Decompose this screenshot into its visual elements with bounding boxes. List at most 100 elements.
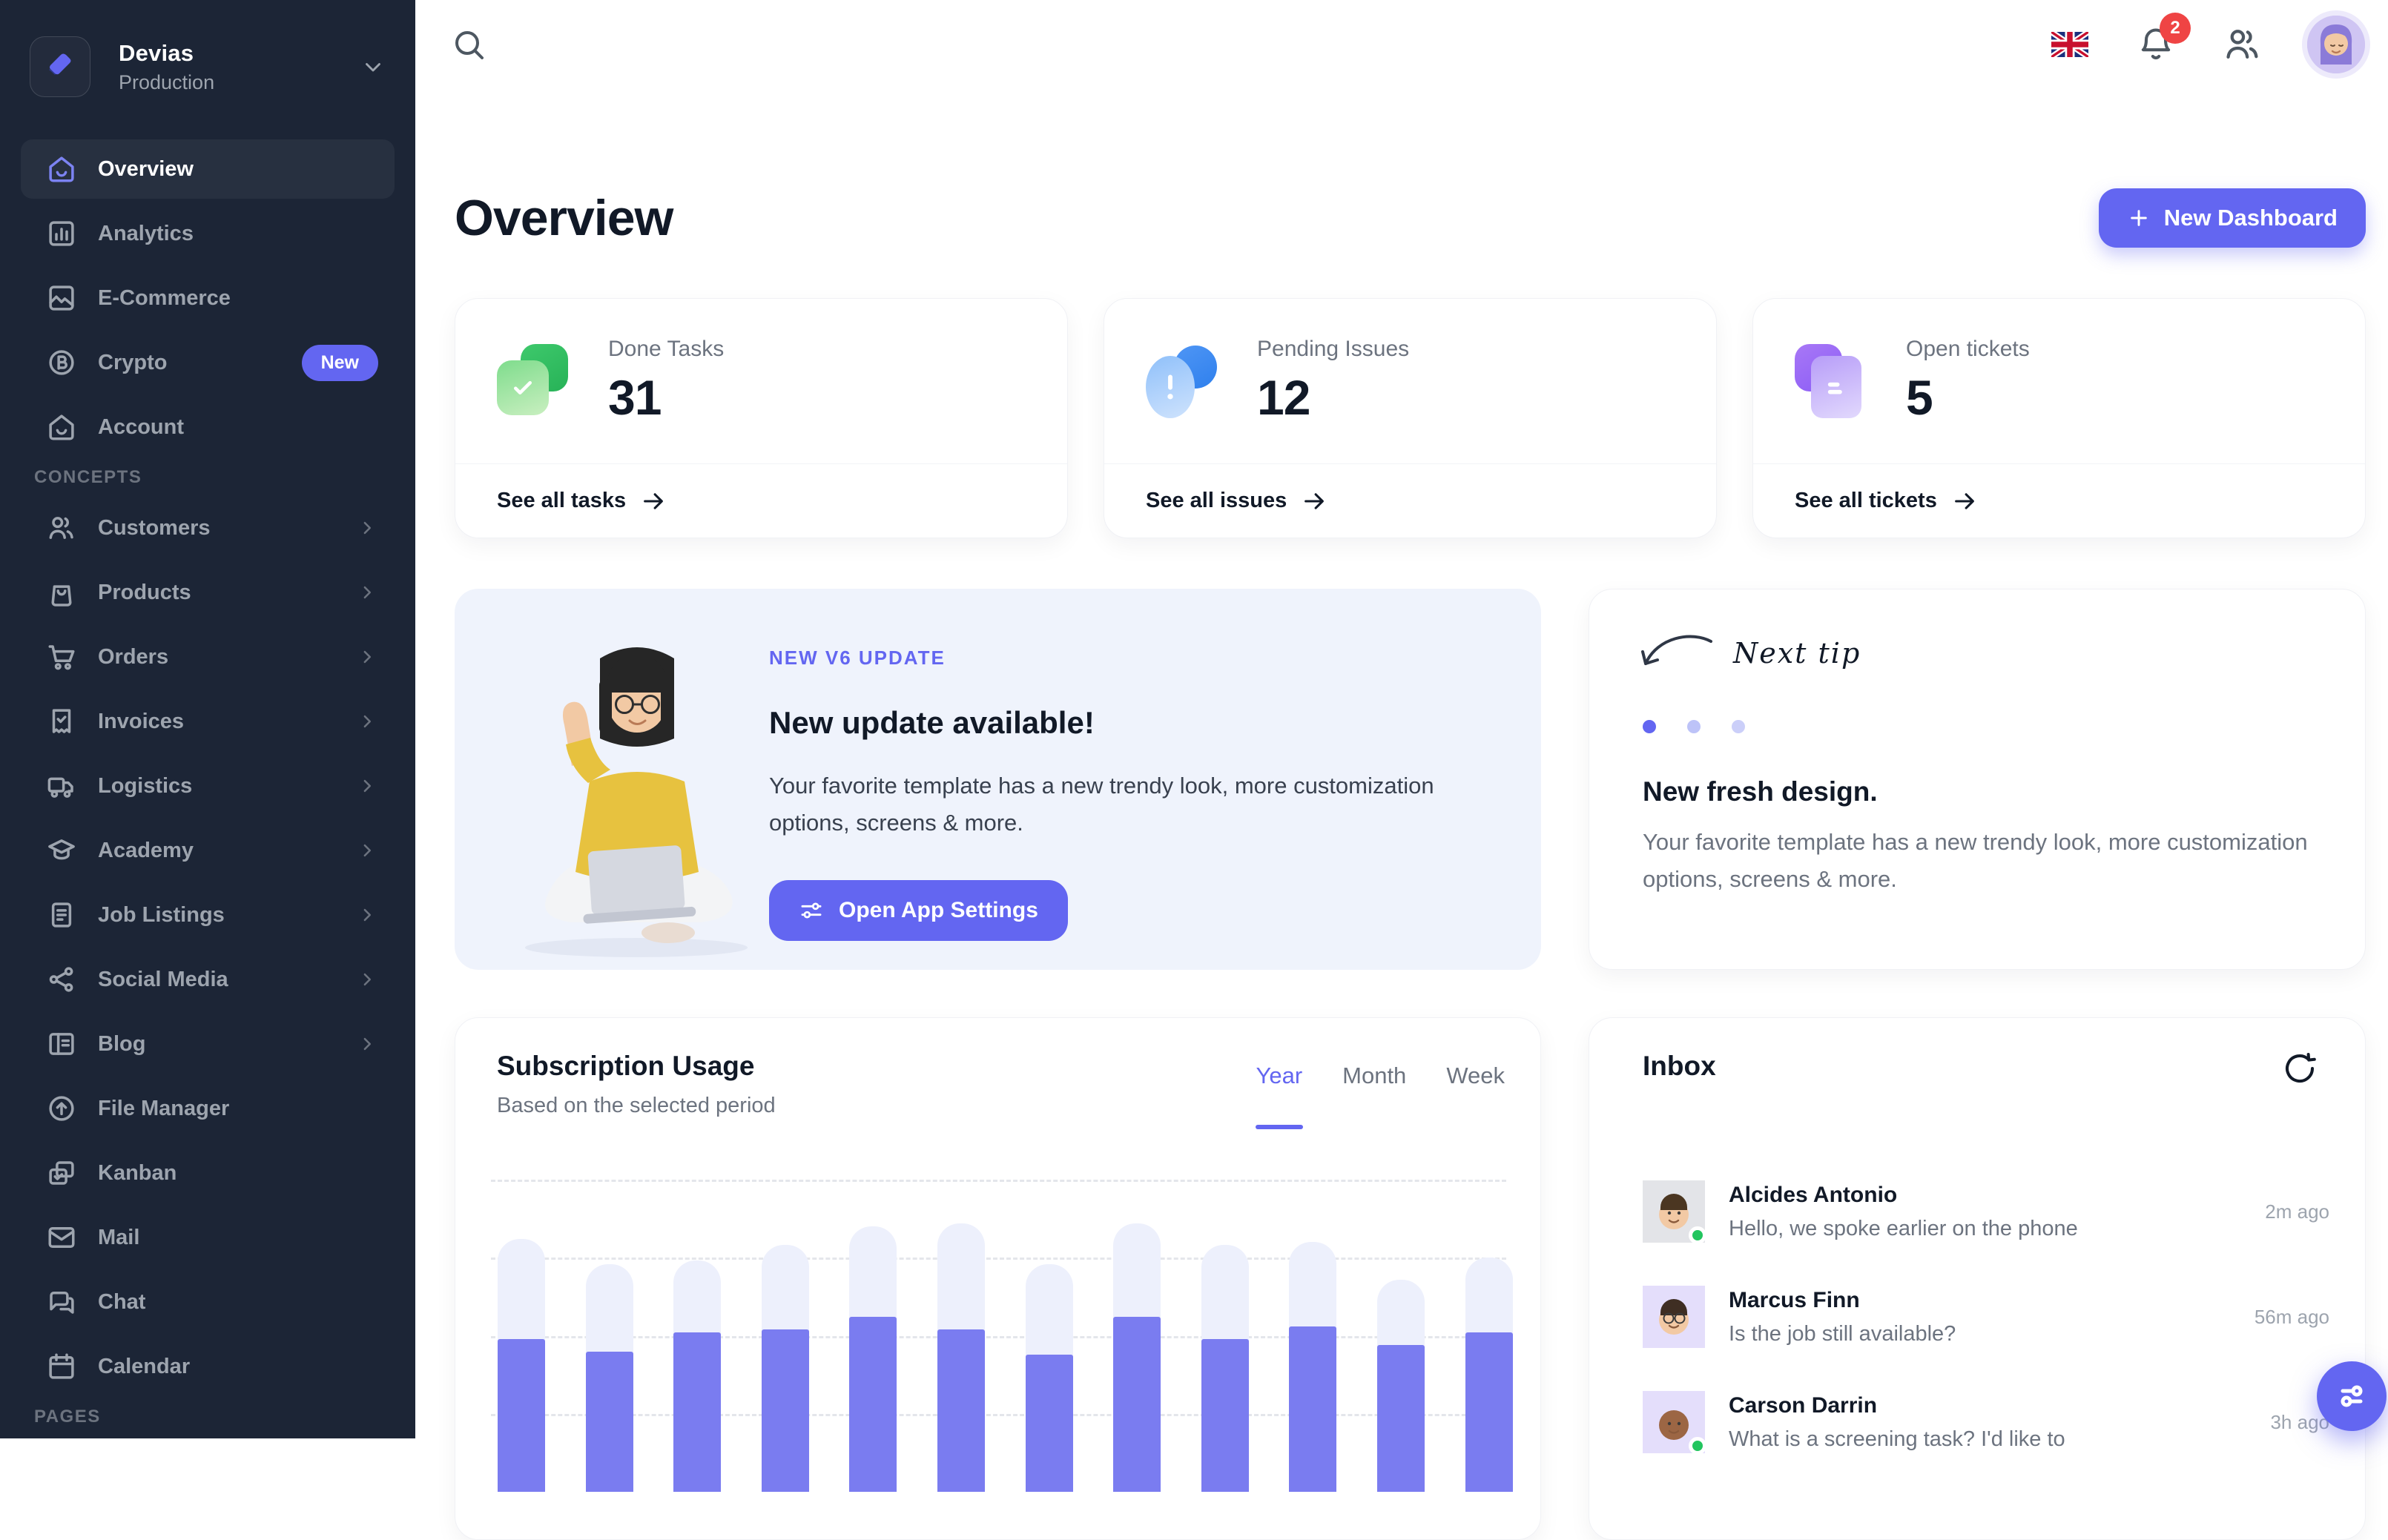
refresh-icon[interactable] (2282, 1051, 2318, 1086)
chevron-right-icon (356, 581, 378, 604)
avatar (1643, 1286, 1705, 1348)
online-status-dot (1689, 1437, 1706, 1455)
file-manager-icon (46, 1093, 77, 1124)
tip-dot-2[interactable] (1687, 720, 1701, 733)
stat-card-open-tickets: Open tickets 5 See all tickets (1752, 298, 2366, 538)
avatar (1643, 1391, 1706, 1455)
search-icon[interactable] (451, 27, 486, 62)
sidebar-item-blog[interactable]: Blog (21, 1014, 395, 1074)
tip-dot-1[interactable] (1643, 720, 1656, 733)
stat-card-done-tasks: Done Tasks 31 See all tasks (455, 298, 1068, 538)
pending-issues-icon (1146, 344, 1220, 418)
stat-value: 5 (1906, 370, 1933, 425)
new-dashboard-button[interactable]: New Dashboard (2098, 188, 2366, 248)
tip-label: Next tip (1733, 637, 1861, 670)
usage-bar-chart (491, 1174, 1513, 1492)
gridline (491, 1258, 1506, 1260)
tip-card: Next tip New fresh design. Your favorite… (1589, 589, 2366, 970)
sliders-icon (799, 898, 824, 923)
chat-icon (46, 1286, 77, 1318)
sidebar-item-social-media[interactable]: Social Media (21, 950, 395, 1009)
inbox-message-marcus-finn[interactable]: Marcus Finn Is the job still available? … (1643, 1264, 2329, 1369)
done-tasks-icon (497, 344, 571, 418)
avatar (1643, 1180, 1706, 1244)
logistics-icon (46, 770, 77, 802)
inbox-list: Alcides Antonio Hello, we spoke earlier … (1643, 1159, 2329, 1475)
open-tickets-icon (1795, 344, 1869, 418)
bar-used-Mar (673, 1332, 722, 1492)
bar-used-Jan (498, 1338, 545, 1492)
stat-label: Done Tasks (608, 337, 725, 361)
chevron-right-icon (356, 517, 378, 539)
sidebar-item-overview[interactable]: Overview (21, 139, 395, 199)
tip-dots[interactable] (1643, 720, 1745, 733)
page-title: Overview (455, 190, 673, 246)
notifications-bell-icon[interactable]: 2 (2130, 13, 2191, 70)
open-app-settings-button[interactable]: Open App Settings (769, 880, 1068, 941)
sidebar-item-job-listings[interactable]: Job Listings (21, 885, 395, 945)
plus-icon (2127, 206, 2151, 230)
workspace-name: Devias (119, 39, 194, 66)
banner-eyebrow: NEW V6 UPDATE (769, 647, 946, 669)
language-flag-icon[interactable] (2044, 19, 2096, 70)
calendar-icon (46, 1351, 77, 1382)
sidebar-item-analytics[interactable]: Analytics (21, 204, 395, 263)
stat-see-all-link[interactable]: See all tasks (455, 463, 1067, 538)
stat-see-all-link[interactable]: See all issues (1104, 463, 1716, 538)
inbox-message-alcides-antonio[interactable]: Alcides Antonio Hello, we spoke earlier … (1643, 1159, 2329, 1264)
chevron-right-icon (356, 904, 378, 926)
workspace-env: Production (119, 70, 215, 93)
contacts-icon[interactable] (2216, 19, 2268, 70)
arrow-right-icon (641, 489, 666, 514)
sidebar-item-invoices[interactable]: Invoices (21, 692, 395, 751)
sidebar-item-customers[interactable]: Customers (21, 498, 395, 558)
social-media-icon (46, 964, 77, 995)
sidebar-item-products[interactable]: Products (21, 563, 395, 622)
stat-value: 12 (1257, 370, 1310, 425)
nav-section-heading: PAGES (34, 1407, 101, 1427)
products-icon (46, 577, 77, 608)
stat-label: Pending Issues (1257, 337, 1410, 361)
academy-icon (46, 835, 77, 866)
bar-used-Feb (585, 1351, 633, 1492)
inbox-message-carson-darrin[interactable]: Carson Darrin What is a screening task? … (1643, 1369, 2329, 1475)
sidebar-item-e-commerce[interactable]: E-Commerce (21, 268, 395, 328)
usage-title: Subscription Usage (497, 1051, 755, 1081)
tab-month[interactable]: Month (1342, 1063, 1407, 1088)
update-illustration (525, 647, 748, 957)
user-avatar[interactable] (2302, 10, 2370, 79)
sidebar-item-calendar[interactable]: Calendar (21, 1337, 395, 1396)
sidebar-item-kanban[interactable]: Kanban (21, 1143, 395, 1203)
bar-used-Jun (937, 1329, 985, 1492)
sidebar-item-account[interactable]: Account (21, 397, 395, 457)
bar-used-May (849, 1317, 897, 1492)
sidebar-item-logistics[interactable]: Logistics (21, 756, 395, 816)
sidebar-item-orders[interactable]: Orders (21, 627, 395, 687)
tab-week[interactable]: Week (1446, 1063, 1505, 1088)
sidebar-item-academy[interactable]: Academy (21, 821, 395, 880)
tip-dot-3[interactable] (1732, 720, 1745, 733)
stat-label: Open tickets (1906, 337, 2030, 361)
bar-used-Aug (1113, 1317, 1161, 1492)
tab-year[interactable]: Year (1256, 1063, 1303, 1108)
crypto-icon (46, 347, 77, 378)
sidebar-item-file-manager[interactable]: File Manager (21, 1079, 395, 1138)
tip-body: Your favorite template has a new trendy … (1643, 829, 2308, 892)
stat-see-all-link[interactable]: See all tickets (1753, 463, 2365, 538)
sidebar-item-mail[interactable]: Mail (21, 1208, 395, 1267)
sidebar-item-crypto[interactable]: Crypto New (21, 333, 395, 392)
toggles-icon (2334, 1378, 2369, 1414)
ecommerce-icon (46, 282, 77, 314)
subscription-usage-card: Subscription Usage Based on the selected… (455, 1017, 1541, 1540)
usage-period-tabs: Year Month Week (1256, 1063, 1505, 1108)
workspace-switcher[interactable]: Devias Production (30, 36, 386, 98)
sidebar-nav: Overview Analytics E-Commerce Crypto New… (21, 139, 395, 1438)
banner-body: Your favorite template has a new trendy … (769, 773, 1434, 836)
notification-count-badge: 2 (2160, 13, 2191, 44)
chevron-right-icon (356, 968, 378, 991)
devias-logo (30, 36, 90, 97)
kanban-icon (46, 1157, 77, 1189)
app-settings-fab[interactable] (2317, 1361, 2387, 1431)
chevron-right-icon (356, 775, 378, 797)
sidebar-item-chat[interactable]: Chat (21, 1272, 395, 1332)
